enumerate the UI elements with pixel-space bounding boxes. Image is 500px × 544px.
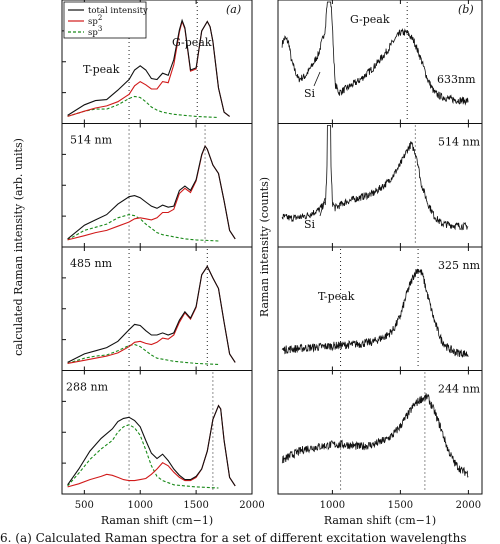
si-annotation: Si	[304, 218, 316, 231]
series-sp3-line	[67, 343, 219, 366]
series-total-line	[67, 18, 230, 117]
series-sp3-line	[67, 95, 219, 119]
g-peak-annotation: G-peak	[172, 36, 212, 49]
spectrum-line	[281, 393, 469, 478]
series-total-line	[67, 265, 236, 363]
x-tick-label: 1000	[128, 500, 153, 511]
wavelength-label: 288 nm	[66, 381, 109, 394]
si-arrow	[313, 71, 321, 87]
x-tick-label: 500	[75, 500, 94, 511]
y-axis-label: Raman intensity (counts)	[258, 177, 271, 317]
legend-total-label: total intensity	[88, 6, 148, 16]
series-sp2-line	[67, 144, 236, 241]
x-tick-label: 2000	[456, 500, 481, 511]
x-tick-label: 1500	[388, 500, 413, 511]
x-axis-label: Raman shift (cm−1)	[101, 514, 213, 527]
legend-box	[63, 1, 147, 39]
x-tick-label: 2000	[239, 500, 264, 511]
y-axis-label: calculated Raman intensity (arb. units)	[12, 138, 25, 356]
g-peak-annotation: G-peak	[350, 13, 390, 26]
panel-b-label: (b)	[458, 3, 474, 16]
t-peak-annotation: T-peak	[318, 290, 355, 303]
wavelength-label: 485 nm	[70, 257, 113, 270]
si-annotation: Si	[304, 87, 316, 100]
series-sp2-line	[67, 265, 236, 364]
series-sp3-line	[67, 214, 219, 242]
spectrum-line	[281, 268, 469, 358]
series-sp2-line	[67, 404, 236, 488]
x-axis-label: Raman shift (cm−1)	[324, 514, 436, 527]
x-tick-label: 1500	[183, 500, 208, 511]
series-sp3-line	[67, 424, 219, 489]
wavelength-label: 325 nm	[438, 259, 481, 272]
wavelength-label: 514 nm	[438, 136, 481, 149]
series-total-line	[67, 404, 236, 487]
wavelength-label: 514 nm	[70, 134, 113, 147]
x-tick-label: 1000	[320, 500, 345, 511]
spectrum-line	[281, 1, 469, 106]
spectrum-line	[281, 125, 469, 231]
wavelength-label: 633nm	[437, 73, 476, 86]
panel-a-label: (a)	[226, 3, 241, 16]
si-arrow	[319, 197, 326, 217]
figure-caption: 6. (a) Calculated Raman spectra for a se…	[0, 532, 467, 544]
series-total-line	[67, 144, 236, 240]
wavelength-label: 244 nm	[438, 383, 481, 396]
t-peak-annotation: T-peak	[83, 63, 120, 76]
